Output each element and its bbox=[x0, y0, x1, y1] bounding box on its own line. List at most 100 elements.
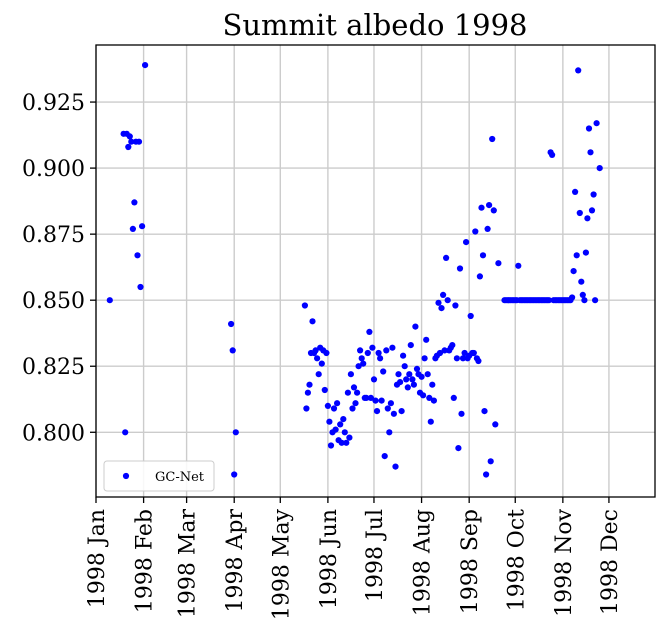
data-point bbox=[321, 386, 328, 394]
x-tick-label: 1998 Jan bbox=[85, 509, 110, 608]
data-point bbox=[478, 204, 485, 211]
x-tick-label: 1998 May bbox=[269, 508, 294, 620]
data-point bbox=[495, 260, 502, 267]
data-point bbox=[137, 283, 144, 291]
data-point bbox=[332, 426, 339, 433]
x-tick-label: 1998 Oct bbox=[504, 509, 529, 611]
data-point bbox=[135, 138, 143, 145]
data-point bbox=[421, 355, 428, 362]
x-tick-label: 1998 Jun bbox=[317, 509, 342, 609]
data-point bbox=[398, 408, 405, 415]
data-point bbox=[585, 125, 593, 132]
data-point bbox=[341, 429, 348, 436]
data-point bbox=[349, 405, 356, 412]
data-point bbox=[426, 394, 433, 401]
data-point bbox=[424, 371, 431, 378]
data-point bbox=[358, 355, 365, 362]
data-point bbox=[367, 394, 374, 401]
data-point bbox=[452, 302, 459, 309]
y-tick-label: 0.800 bbox=[22, 421, 85, 446]
data-point bbox=[334, 400, 341, 407]
y-tick-label: 0.875 bbox=[22, 223, 85, 248]
data-point bbox=[549, 151, 556, 158]
data-point bbox=[587, 149, 594, 156]
data-point bbox=[370, 376, 378, 383]
data-point bbox=[438, 305, 445, 312]
data-point bbox=[440, 291, 447, 298]
data-point bbox=[369, 344, 376, 351]
grid bbox=[95, 45, 655, 497]
data-point bbox=[350, 384, 358, 391]
data-point bbox=[338, 439, 345, 446]
plot-frame bbox=[95, 44, 656, 498]
axes: 0.800 0.825 0.850 0.875 0.900 0.925 1998 Jan 19… bbox=[22, 44, 656, 620]
chart-title: Summit albedo 1998 bbox=[222, 8, 527, 42]
data-point bbox=[572, 188, 579, 195]
data-point bbox=[459, 355, 467, 362]
data-point bbox=[581, 297, 588, 304]
y-tick-label: 0.900 bbox=[22, 157, 85, 182]
data-point bbox=[573, 252, 580, 259]
data-point bbox=[364, 349, 371, 357]
data-point bbox=[306, 381, 313, 388]
data-point bbox=[337, 421, 344, 428]
data-point bbox=[125, 143, 132, 151]
data-point bbox=[484, 225, 491, 232]
data-point bbox=[470, 349, 477, 357]
data-point bbox=[455, 445, 462, 452]
data-point bbox=[139, 223, 146, 230]
data-point bbox=[450, 394, 457, 401]
x-tick-label: 1998 Mar bbox=[176, 509, 201, 619]
data-point bbox=[420, 392, 427, 399]
data-point bbox=[343, 439, 350, 446]
data-point bbox=[366, 328, 373, 335]
data-point bbox=[326, 418, 333, 425]
data-point bbox=[453, 355, 460, 362]
data-point bbox=[479, 252, 487, 259]
data-point bbox=[346, 434, 353, 441]
x-tick-label: 1998 Sep bbox=[458, 509, 483, 614]
y-tick-label: 0.925 bbox=[22, 91, 85, 116]
data-point bbox=[418, 373, 425, 380]
data-point bbox=[403, 376, 410, 383]
data-point bbox=[458, 410, 465, 417]
data-point bbox=[395, 371, 402, 378]
data-point bbox=[475, 357, 482, 365]
data-point bbox=[389, 344, 396, 351]
data-point bbox=[229, 347, 236, 354]
data-point bbox=[357, 347, 364, 354]
data-point bbox=[569, 294, 576, 301]
data-point bbox=[347, 371, 354, 378]
data-point bbox=[128, 138, 135, 145]
data-point bbox=[412, 323, 419, 330]
data-point bbox=[449, 342, 456, 349]
data-point bbox=[486, 202, 493, 209]
data-point bbox=[392, 463, 399, 470]
data-point bbox=[443, 254, 450, 261]
data-point bbox=[579, 291, 586, 298]
data-point bbox=[377, 355, 384, 362]
data-point bbox=[472, 228, 479, 235]
data-point bbox=[444, 297, 451, 304]
data-point bbox=[429, 381, 436, 388]
data-point bbox=[406, 371, 413, 378]
data-point bbox=[407, 342, 414, 349]
data-point bbox=[312, 347, 319, 354]
data-point bbox=[129, 225, 136, 232]
data-point bbox=[492, 421, 499, 428]
data-point bbox=[436, 349, 444, 357]
data-point bbox=[545, 297, 553, 304]
data-point bbox=[515, 262, 522, 269]
data-point bbox=[384, 405, 391, 412]
data-point bbox=[363, 394, 370, 401]
data-point bbox=[318, 360, 325, 367]
data-point bbox=[134, 252, 141, 259]
data-point bbox=[400, 352, 407, 359]
x-tick-label: 1998 Dec bbox=[598, 509, 623, 615]
data-point bbox=[575, 67, 582, 74]
data-point bbox=[487, 458, 494, 465]
data-point bbox=[582, 249, 590, 256]
data-point bbox=[467, 312, 474, 320]
data-point bbox=[106, 297, 113, 304]
